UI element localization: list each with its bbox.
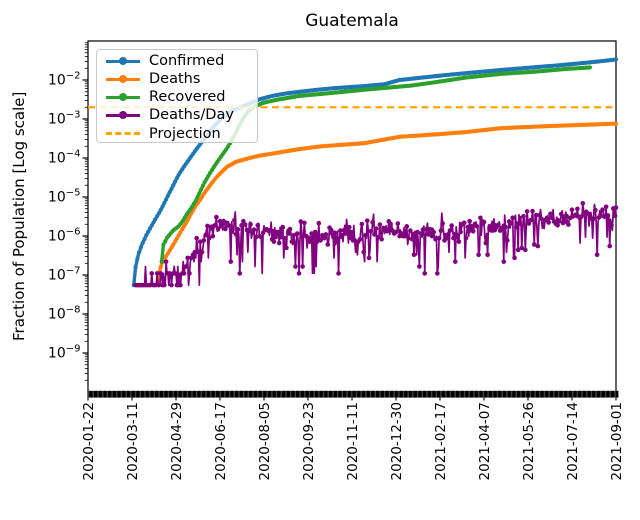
series-markers-deaths-per-day: [133, 200, 619, 288]
x-tick-label: 2020-06-17: [213, 402, 229, 480]
legend-label-projection: Projection: [149, 125, 221, 142]
series-deaths-per-day: [133, 200, 619, 288]
legend-line-sample-recovered: [106, 93, 140, 102]
x-tick-label: 2020-11-11: [345, 402, 361, 480]
legend-entry-projection: Projection: [106, 125, 257, 143]
y-tick-exponent: −3: [66, 110, 81, 121]
y-tick-exponent: −6: [66, 227, 81, 238]
y-axis-ticks: [84, 42, 88, 381]
legend-marker-dot: [119, 111, 127, 120]
x-tick-label: 2021-09-01: [609, 402, 625, 480]
legend-box: Confirmed Deaths Recovered Deaths/Day Pr…: [96, 49, 258, 143]
legend-marker-dot: [119, 75, 127, 84]
y-tick-label: 10−3: [48, 110, 81, 128]
y-tick-label: 10−9: [48, 344, 81, 362]
y-tick-exponent: −8: [66, 305, 81, 316]
series-deaths: [133, 121, 619, 288]
legend-line-sample-confirmed: [106, 56, 140, 65]
y-tick-exponent: −7: [66, 266, 81, 277]
x-tick-label: 2020-12-30: [389, 402, 405, 480]
y-tick-label: 10−5: [48, 188, 81, 206]
y-tick-exponent: −9: [66, 344, 81, 355]
x-tick-label: 2020-03-11: [125, 402, 141, 480]
y-tick-exponent: −5: [66, 188, 81, 199]
legend-line-sample-projection: [106, 132, 140, 136]
legend-label-recovered: Recovered: [149, 89, 226, 106]
x-axis-labels: 2020-01-22 2020-03-11 2020-04-29 2020-06-17…: [81, 397, 625, 480]
x-tick-label: 2021-07-14: [565, 402, 581, 480]
chart-title: Guatemala: [305, 11, 399, 31]
y-tick-label: 10−2: [48, 71, 81, 89]
x-axis-tick-bar: [87, 390, 619, 398]
series-line-deaths: [133, 121, 618, 287]
y-tick-label: 10−6: [48, 227, 81, 245]
legend-marker-dot: [119, 56, 127, 65]
x-tick-label: 2021-05-26: [521, 402, 537, 480]
y-tick-exponent: −4: [66, 149, 81, 160]
series-line-deaths-per-day: [134, 202, 617, 286]
x-tick-label: 2021-02-17: [433, 402, 449, 480]
legend-label-deaths: Deaths: [149, 71, 201, 88]
legend-entry-recovered: Recovered: [106, 88, 257, 106]
legend-entry-deaths: Deaths: [106, 70, 257, 88]
legend-label-confirmed: Confirmed: [149, 52, 225, 69]
legend-line-sample-deaths: [106, 75, 140, 84]
y-tick-label: 10−7: [48, 266, 81, 284]
y-tick-label: 10−8: [48, 305, 81, 323]
y-tick-exponent: −2: [66, 71, 81, 82]
legend-label-deaths-per-day: Deaths/Day: [149, 107, 234, 124]
x-tick-label: 2020-09-23: [301, 402, 317, 480]
x-tick-label: 2021-04-07: [477, 402, 493, 480]
legend-entry-confirmed: Confirmed: [106, 52, 257, 70]
y-axis-labels: 10−2 10−3 10−4 10−5 10−6 10−7 10−8 10−9: [48, 71, 88, 362]
series-markers-deaths: [133, 121, 619, 288]
legend-entry-deaths-per-day: Deaths/Day: [106, 107, 257, 125]
y-tick-label: 10−4: [48, 149, 81, 167]
legend-line-sample-deaths-per-day: [106, 111, 140, 120]
legend-marker-dot: [119, 93, 127, 102]
x-tick-label: 2020-01-22: [81, 402, 97, 480]
x-tick-label: 2020-04-29: [169, 402, 185, 480]
x-tick-label: 2020-08-05: [257, 402, 273, 480]
